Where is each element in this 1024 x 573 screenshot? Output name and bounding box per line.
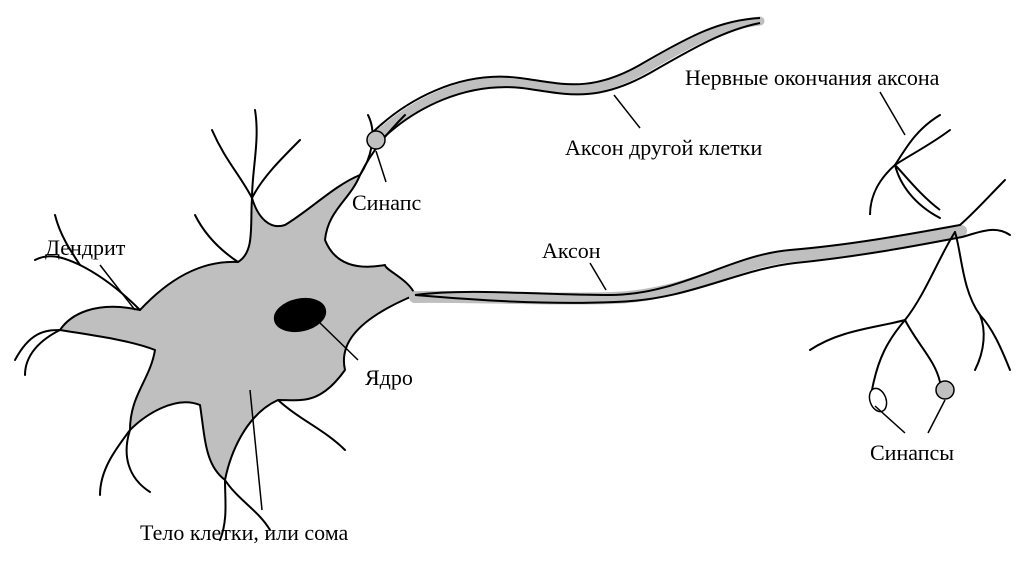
axon-terminal-0: [960, 180, 1005, 225]
dendrite-branch-6: [278, 400, 345, 450]
callout-line-nerveEnd: [880, 92, 905, 135]
axon-terminal-9: [895, 130, 950, 165]
dendrite-branch-9: [252, 110, 257, 198]
label-synapsesRight: Синапсы: [870, 440, 954, 466]
dendrite-branch-11: [252, 140, 300, 198]
callout-line-dendrite: [100, 265, 135, 310]
label-otherAxon: Аксон другой клетки: [565, 135, 762, 161]
axon-terminal-4: [980, 315, 1010, 370]
label-synapseTop: Синапс: [352, 190, 421, 216]
label-somaLabel: Тело клетки, или сома: [140, 520, 348, 546]
axon-terminal-extra2: [870, 165, 895, 215]
dendrite-branch-10: [212, 130, 252, 198]
synapse-right-dot: [936, 381, 954, 399]
label-axon: Аксон: [542, 238, 601, 264]
label-nerveEndings: Нервные окончания аксона: [685, 65, 939, 91]
axon-terminal-3: [975, 315, 984, 370]
axon-terminal-6: [872, 320, 905, 390]
axon-terminal-8: [810, 320, 905, 350]
dendrite-branch-15: [195, 215, 238, 262]
callout-line-synapseTop: [376, 151, 386, 182]
callout-line-otherAxon: [614, 95, 640, 128]
callout-line-synR1: [875, 406, 905, 433]
neuron-diagram: Дендрит Синапс Аксон другой клетки Нервные …: [0, 0, 1024, 573]
soma-shape: [60, 175, 415, 480]
label-nucleus: Ядро: [365, 365, 413, 391]
axon-fill: [415, 231, 961, 299]
label-dendrite: Дендрит: [45, 235, 125, 261]
dendrite-branch-0: [25, 330, 60, 375]
dendrite-branch-2: [100, 430, 130, 495]
axon-terminal-7: [905, 320, 940, 382]
axon-terminal-10: [895, 115, 940, 165]
callout-line-synR2: [928, 400, 945, 433]
synapse-right-ellipse: [866, 386, 889, 414]
synapse-top-dot: [367, 131, 385, 149]
dendrite-branch-3: [127, 430, 150, 492]
dendrite-branch-12: [80, 265, 140, 310]
axon-terminal-1: [962, 230, 1010, 237]
callout-line-axon: [590, 263, 606, 290]
axon-terminal-2: [955, 232, 980, 315]
